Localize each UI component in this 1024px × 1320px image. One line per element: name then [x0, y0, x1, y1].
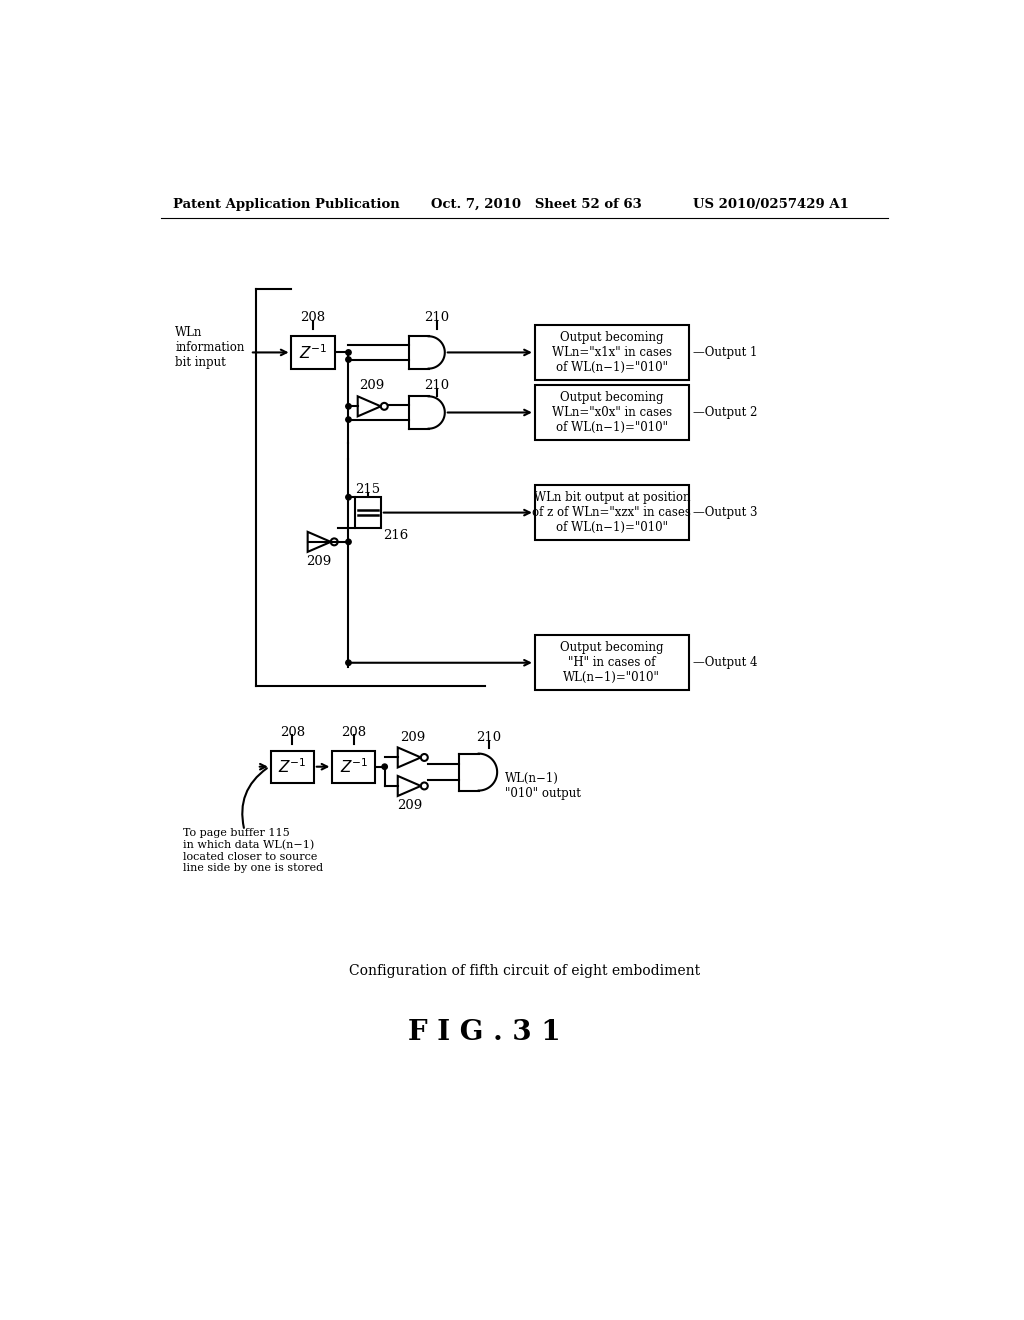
Text: 208: 208 [341, 726, 367, 739]
Text: 209: 209 [306, 554, 332, 568]
Text: 209: 209 [359, 379, 384, 392]
Text: WLn
information
bit input: WLn information bit input [175, 326, 245, 368]
Text: Oct. 7, 2010   Sheet 52 of 63: Oct. 7, 2010 Sheet 52 of 63 [431, 198, 642, 211]
Bar [535, 484, 689, 540]
Circle shape [382, 764, 387, 770]
Circle shape [346, 495, 351, 500]
Text: 208: 208 [280, 726, 305, 739]
Text: 208: 208 [300, 312, 326, 325]
Circle shape [346, 660, 351, 665]
Circle shape [346, 539, 351, 545]
Text: 209: 209 [396, 799, 422, 812]
Text: 216: 216 [383, 529, 409, 543]
Text: $Z^{-1}$: $Z^{-1}$ [278, 758, 306, 776]
Bar [354, 498, 381, 528]
Text: Patent Application Publication: Patent Application Publication [173, 198, 399, 211]
Text: Configuration of fifth circuit of eight embodiment: Configuration of fifth circuit of eight … [349, 964, 700, 978]
Bar [292, 337, 335, 368]
Text: 210: 210 [476, 731, 501, 744]
Text: US 2010/0257429 A1: US 2010/0257429 A1 [692, 198, 849, 211]
Circle shape [346, 404, 351, 409]
Bar [270, 751, 313, 783]
Text: Output becoming
WLn="x1x" in cases
of WL(n−1)="010": Output becoming WLn="x1x" in cases of WL… [552, 331, 672, 374]
Circle shape [346, 350, 351, 355]
Text: 209: 209 [400, 731, 426, 744]
Text: 210: 210 [425, 312, 450, 325]
Text: To page buffer 115
in which data WL(n−1)
located closer to source
line side by o: To page buffer 115 in which data WL(n−1)… [183, 829, 323, 874]
Text: $Z^{-1}$: $Z^{-1}$ [299, 343, 328, 362]
Bar [535, 635, 689, 690]
Text: WLn bit output at position
of z of WLn="xzx" in cases
of WL(n−1)="010": WLn bit output at position of z of WLn="… [532, 491, 691, 535]
Circle shape [346, 356, 351, 362]
Text: Output becoming
"H" in cases of
WL(n−1)="010": Output becoming "H" in cases of WL(n−1)=… [560, 642, 664, 684]
Bar [535, 325, 689, 380]
Text: $Z^{-1}$: $Z^{-1}$ [340, 758, 369, 776]
Text: —Output 4: —Output 4 [692, 656, 757, 669]
Text: 215: 215 [355, 483, 380, 496]
Text: —Output 3: —Output 3 [692, 506, 757, 519]
Bar [535, 385, 689, 441]
Text: 210: 210 [425, 379, 450, 392]
Text: —Output 2: —Output 2 [692, 407, 757, 418]
Bar [333, 751, 376, 783]
Circle shape [346, 417, 351, 422]
Text: F I G . 3 1: F I G . 3 1 [409, 1019, 561, 1045]
Text: —Output 1: —Output 1 [692, 346, 757, 359]
FancyArrowPatch shape [243, 768, 267, 828]
Text: WL(n−1)
"010" output: WL(n−1) "010" output [505, 772, 581, 800]
Text: Output becoming
WLn="x0x" in cases
of WL(n−1)="010": Output becoming WLn="x0x" in cases of WL… [552, 391, 672, 434]
